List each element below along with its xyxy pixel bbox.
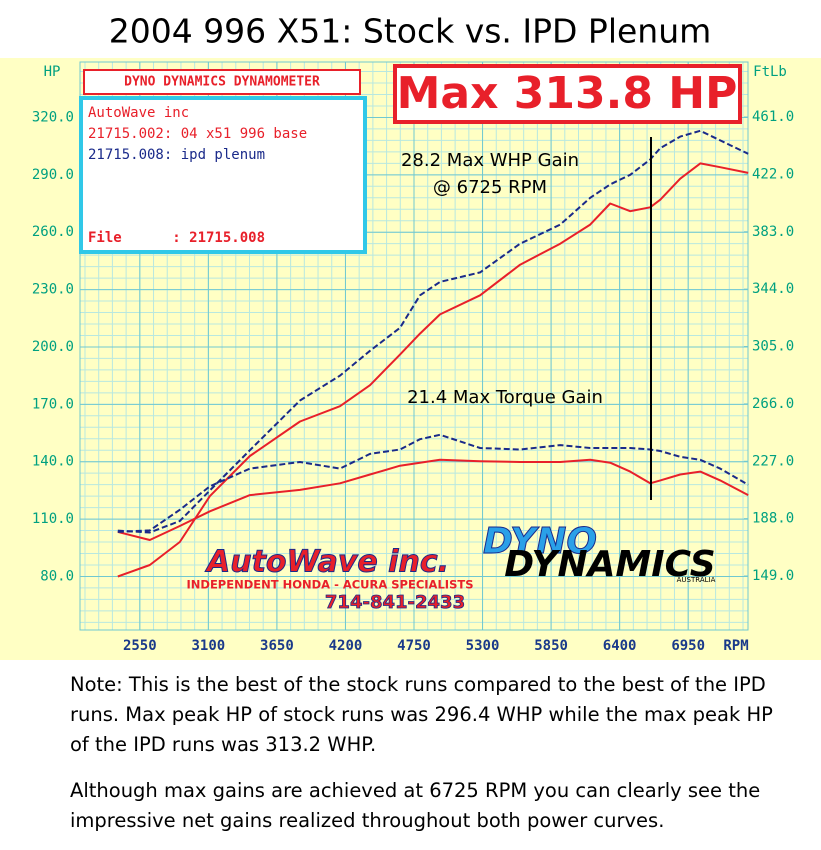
note: Note: This is the best of the stock runs… [70,673,773,756]
max-label: Max 313.8 HP [397,68,738,119]
chart: 2004 996 X51: Stock vs. IPD Plenum 80.0 1… [0,12,821,660]
y-tick-label: 80.0 [40,568,74,584]
y2-tick-label: 227.0 [752,453,794,469]
x-tick-label: 2550 [123,638,157,654]
hp-line [117,162,749,578]
x-tick-label: 4750 [397,638,431,654]
annotation: 21.4 Max Torque Gain [407,387,603,408]
notes: Note: This is the best of the stock runs… [70,670,790,850]
y-tick-label: 320.0 [32,109,74,125]
y-tick-label: 260.0 [32,224,74,240]
x-tick-label: 3650 [260,638,294,654]
header-box [83,69,361,95]
file-label: File : 21715.008 [88,230,265,246]
x-tick-label: 6950 [671,638,705,654]
logo-text: DYNO [483,521,597,562]
hp-line [117,129,749,534]
max-box [393,64,742,124]
y2-tick-label: 344.0 [752,281,794,297]
y-tick-label: 170.0 [32,396,74,412]
x-axis-label: RPM [723,638,748,654]
logo-text: 714-841-2433 [325,592,465,613]
y2-tick-label: 383.0 [752,224,794,240]
y-axis-label: HP [44,64,61,80]
y2-tick-label: 149.0 [752,568,794,584]
legend-entry: 21715.008: ipd plenum [88,147,265,163]
header: DYNO DYNAMICS DYNAMOMETER [124,75,320,90]
y2-tick-label: 422.0 [752,166,794,182]
x-tick-label: 6400 [603,638,637,654]
y2-axis-label: FtLb [753,64,787,80]
y-tick-label: 290.0 [32,167,74,183]
legend-box [79,96,367,254]
y2-tick-label: 188.0 [752,511,794,527]
logo-text: INDEPENDENT HONDA - ACURA SPECIALISTS [187,578,474,592]
note: Although max gains are achieved at 6725 … [70,779,761,832]
chart-title: 2004 996 X51: Stock vs. IPD Plenum [109,12,712,51]
x-tick-label: 4200 [329,638,363,654]
y2-tick-label: 266.0 [752,396,794,412]
y-tick-label: 110.0 [32,511,74,527]
annotation: 28.2 Max WHP Gain [401,150,579,171]
legend-entry: 21715.002: 04 x51 996 base [88,126,307,142]
torque-line [117,458,749,541]
annotation: @ 6725 RPM [433,177,547,198]
x-tick-label: 5300 [466,638,500,654]
x-tick-label: 5850 [534,638,568,654]
logo-text: AUSTRALIA [677,576,716,584]
y-tick-label: 230.0 [32,282,74,298]
y2-tick-label: 461.0 [752,109,794,125]
shop-name: AutoWave inc [88,105,189,121]
logo-text: DYNAMICS [504,544,715,585]
x-tick-label: 3100 [192,638,226,654]
y-tick-label: 200.0 [32,339,74,355]
y2-tick-label: 305.0 [752,339,794,355]
logo-text: AutoWave inc. [205,545,449,580]
torque-line [117,433,749,533]
plot-frame [79,61,749,631]
y-tick-label: 140.0 [32,454,74,470]
